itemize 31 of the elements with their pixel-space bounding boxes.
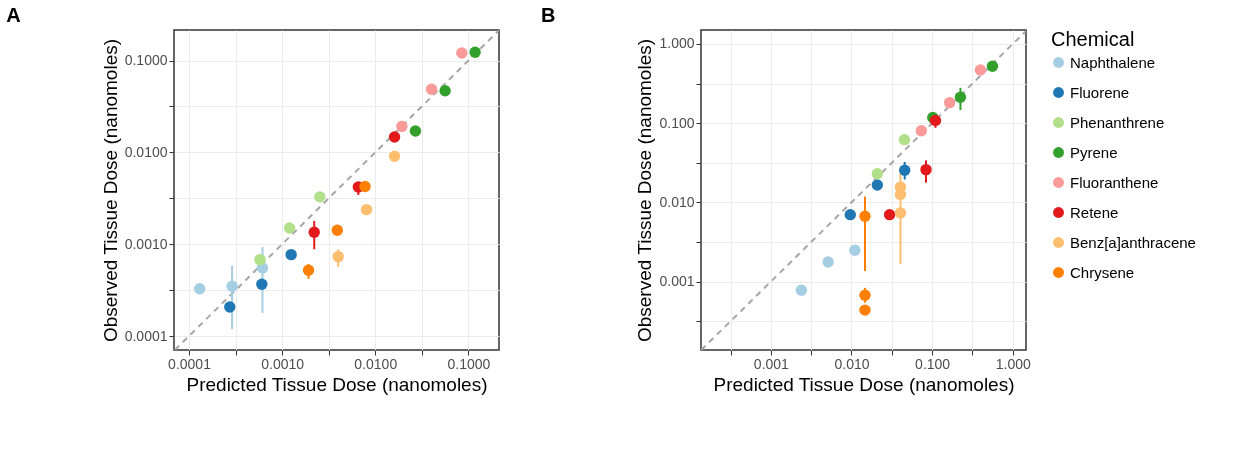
y-tick-label: 0.010: [659, 193, 695, 210]
y-tick-label: 0.0100: [124, 143, 168, 160]
x-axis-title: Predicted Tissue Dose (nanomoles): [713, 373, 1015, 395]
x-tick-label: 0.0010: [261, 355, 305, 372]
x-tick-label: 0.0001: [168, 355, 212, 372]
x-tick-label: 0.100: [915, 355, 951, 372]
y-tick-label: 0.0010: [124, 235, 168, 252]
y-tick-label: 1.000: [659, 35, 695, 52]
y-axis-title: Observed Tissue Dose (nanomoles): [634, 38, 656, 343]
legend-label: Fluorene: [1070, 83, 1130, 101]
text: A: [6, 4, 21, 26]
legend-label: Naphthalene: [1070, 53, 1156, 71]
y-tick-label: 0.001: [659, 273, 695, 290]
x-tick-label: 0.0100: [354, 355, 398, 372]
legend-label: Phenanthrene: [1070, 113, 1165, 131]
x-tick-label: 0.010: [834, 355, 870, 372]
chart-title: B: [540, 4, 556, 26]
legend-label: Retene: [1070, 203, 1119, 221]
y-tick-label: 0.100: [659, 114, 695, 131]
y-axis-title: Observed Tissue Dose (nanomoles): [99, 38, 121, 343]
legend-label: Benz[a]anthracene: [1070, 233, 1196, 251]
x-tick-label: 0.1000: [447, 355, 491, 372]
x-tick-label: 1.000: [995, 355, 1031, 372]
legend-label: Chrysene: [1070, 263, 1135, 281]
x-tick-label: 0.001: [753, 355, 790, 372]
legend-title: Chemical: [1051, 28, 1135, 50]
y-tick-label: 0.1000: [124, 52, 168, 69]
y-tick-label: 0.0001: [124, 327, 168, 344]
x-axis-title: Predicted Tissue Dose (nanomoles): [186, 373, 488, 395]
legend-label: Fluoranthene: [1070, 173, 1159, 191]
legend-label: Pyrene: [1070, 143, 1118, 161]
